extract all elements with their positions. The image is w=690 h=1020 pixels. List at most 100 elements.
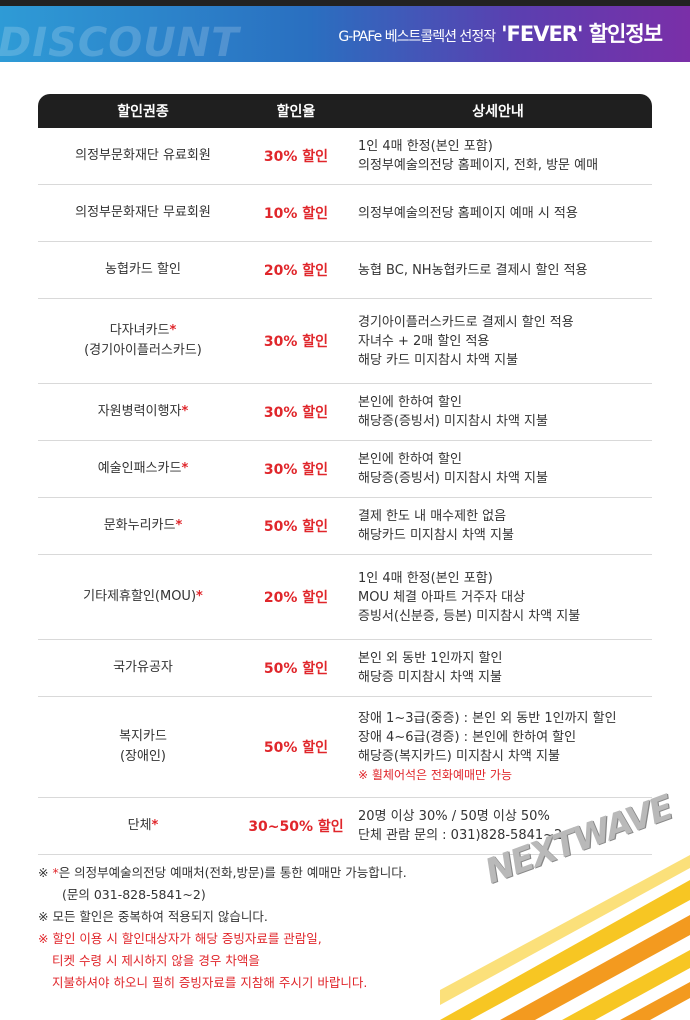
stripe-decoration [440, 855, 690, 1020]
ticket-type: 국가유공자 [38, 658, 248, 678]
required-proof-star: * [196, 589, 203, 604]
detail-line: 20명 이상 30% / 50명 이상 50% [358, 809, 550, 824]
ticket-type-name: 의정부문화재단 무료회원 [75, 205, 211, 220]
note-warning-3: 지불하셔야 하오니 필히 증빙자료를 지참해 주시기 바랍니다. [52, 975, 368, 990]
note-text: 은 의정부예술의전당 예매처(전화,방문)를 통한 예매만 가능합니다. [58, 865, 407, 880]
detail-line: 장애 1~3급(중증) : 본인 외 동반 1인까지 할인 [358, 711, 617, 726]
detail-line: 자녀수 + 2매 할인 적용 [358, 333, 490, 349]
detail-line: 본인에 한하여 할인 [358, 452, 462, 467]
ticket-type: 단체* [38, 816, 248, 836]
detail-line: 증빙서(신분증, 등본) 미지참시 차액 지불 [358, 608, 581, 624]
ticket-type-name: 자원병력이행자 [97, 404, 182, 419]
details: 의정부예술의전당 홈페이지 예매 시 적용 [344, 204, 652, 223]
detail-line: 해당증(증빙서) 미지참시 차액 지불 [358, 471, 548, 486]
ticket-type: 예술인패스카드* [38, 459, 248, 479]
detail-line: 1인 4매 한정(본인 포함) [358, 570, 493, 586]
ticket-type-name: 문화누리카드 [103, 518, 176, 533]
ticket-type-subname: (장애인) [119, 749, 167, 764]
banner-title-main: 'FEVER' 할인정보 [501, 22, 663, 46]
ticket-type: 의정부문화재단 무료회원 [38, 203, 248, 223]
note-mark: ※ [38, 865, 53, 880]
table-row: 기타제휴할인(MOU)* 20% 할인 1인 4매 한정(본인 포함) MOU 체결 … [38, 555, 652, 640]
table-row: 의정부문화재단 유료회원 30% 할인 1인 4매 한정(본인 포함) 의정부예술의전… [38, 128, 652, 185]
detail-line: 본인 외 동반 1인까지 할인 [358, 651, 503, 666]
ticket-type: 문화누리카드* [38, 516, 248, 536]
header-details: 상세안내 [472, 104, 524, 120]
detail-line: 1인 4매 한정(본인 포함) [358, 139, 493, 154]
detail-line: 해당 카드 미지참시 차액 지불 [358, 352, 519, 368]
ticket-type: 의정부문화재단 유료회원 [38, 146, 248, 166]
ticket-type-name: 단체 [127, 818, 152, 833]
table-header: 할인권종 할인율 상세안내 [38, 94, 652, 128]
discount-rate: 30% 할인 [263, 405, 329, 421]
top-dark-bar [0, 0, 690, 6]
table-row: 국가유공자 50% 할인 본인 외 동반 1인까지 할인 해당증 미지참시 차액 지불 [38, 640, 652, 697]
detail-red-note: ※ 휠체어석은 전화예매만 가능 [358, 768, 512, 782]
discount-table: 할인권종 할인율 상세안내 의정부문화재단 유료회원 30% 할인 1인 4매 한정… [38, 94, 652, 855]
discount-rate: 50% 할인 [263, 661, 329, 677]
detail-line: 장애 4~6급(경증) : 본인에 한하여 할인 [358, 730, 577, 745]
ticket-type: 농협카드 할인 [38, 260, 248, 280]
note-reservation: ※ *은 의정부예술의전당 예매처(전화,방문)를 통한 예매만 가능합니다. [38, 862, 478, 884]
required-proof-star: * [181, 404, 189, 419]
ticket-type-name: 기타제휴할인(MOU) [83, 589, 197, 604]
ticket-type: 자원병력이행자* [38, 402, 248, 422]
detail-line: 농협 BC, NH농협카드로 결제시 할인 적용 [358, 262, 588, 278]
discount-rate: 10% 할인 [263, 206, 329, 222]
ticket-type-name: 의정부문화재단 유료회원 [75, 148, 211, 163]
details: 1인 4매 한정(본인 포함) 의정부예술의전당 홈페이지, 전화, 방문 예매 [344, 137, 652, 175]
ticket-type: 복지카드 (장애인) [38, 727, 248, 767]
notes-section: ※ *은 의정부예술의전당 예매처(전화,방문)를 통한 예매만 가능합니다. … [38, 862, 478, 994]
discount-rate: 50% 할인 [263, 740, 329, 756]
detail-line: 경기아이플러스카드로 결제시 할인 적용 [358, 314, 574, 330]
table-row: 다자녀카드* (경기아이플러스카드) 30% 할인 경기아이플러스카드로 결제시 할인… [38, 299, 652, 384]
header-ticket-type: 할인권종 [117, 104, 169, 120]
detail-line: MOU 체결 아파트 거주자 대상 [358, 589, 526, 605]
ticket-type-name: 예술인패스카드 [97, 461, 182, 476]
details: 농협 BC, NH농협카드로 결제시 할인 적용 [344, 261, 652, 280]
banner-background-text: DISCOUNT [0, 20, 240, 62]
banner-title-small: G-PAFe 베스트콜렉션 선정작 [338, 29, 496, 45]
detail-line: 해당증(증빙서) 미지참시 차액 지불 [358, 414, 548, 429]
note-warning-1: ※ 할인 이용 시 할인대상자가 해당 증빙자료를 관람일, [38, 931, 322, 946]
table-row: 단체* 30~50% 할인 20명 이상 30% / 50명 이상 50% 단체 관람… [38, 798, 652, 855]
ticket-type-name: 농협카드 할인 [105, 262, 181, 277]
detail-line: 본인에 한하여 할인 [358, 395, 462, 410]
banner-title: G-PAFe 베스트콜렉션 선정작 'FEVER' 할인정보 [338, 18, 663, 48]
detail-line: 해당증(복지카드) 미지참시 차액 지불 [358, 749, 560, 764]
required-proof-star: * [181, 461, 189, 476]
ticket-type: 다자녀카드* (경기아이플러스카드) [38, 321, 248, 361]
ticket-type: 기타제휴할인(MOU)* [38, 587, 248, 607]
detail-line: 결제 한도 내 매수제한 없음 [358, 509, 507, 524]
discount-rate: 30~50% 할인 [248, 819, 344, 835]
detail-line: 단체 관람 문의 : 031)828-5841~2 [358, 828, 563, 843]
note-warning-2: 티켓 수령 시 제시하지 않을 경우 차액을 [52, 953, 260, 968]
note-star: * [52, 865, 59, 880]
ticket-type-name: 복지카드 [119, 729, 167, 744]
table-row: 문화누리카드* 50% 할인 결제 한도 내 매수제한 없음 해당카드 미지참시 차액… [38, 498, 652, 555]
details: 본인 외 동반 1인까지 할인 해당증 미지참시 차액 지불 [344, 649, 652, 687]
table-row: 농협카드 할인 20% 할인 농협 BC, NH농협카드로 결제시 할인 적용 [38, 242, 652, 299]
discount-rate: 30% 할인 [263, 462, 329, 478]
table-row: 의정부문화재단 무료회원 10% 할인 의정부예술의전당 홈페이지 예매 시 적용 [38, 185, 652, 242]
required-proof-star: * [169, 323, 177, 338]
detail-line: 해당카드 미지참시 차액 지불 [358, 528, 514, 543]
detail-line: 의정부예술의전당 홈페이지, 전화, 방문 예매 [358, 158, 599, 173]
required-proof-star: * [151, 818, 159, 833]
table-row: 복지카드 (장애인) 50% 할인 장애 1~3급(중증) : 본인 외 동반 1인까… [38, 697, 652, 798]
discount-rate: 20% 할인 [263, 590, 329, 606]
required-proof-star: * [175, 518, 183, 533]
detail-line: 의정부예술의전당 홈페이지 예매 시 적용 [358, 205, 578, 221]
table-body: 의정부문화재단 유료회원 30% 할인 1인 4매 한정(본인 포함) 의정부예술의전… [38, 128, 652, 855]
ticket-type-subname: (경기아이플러스카드) [84, 343, 202, 358]
ticket-type-name: 다자녀카드 [109, 323, 170, 338]
ticket-type-name: 국가유공자 [113, 660, 173, 675]
